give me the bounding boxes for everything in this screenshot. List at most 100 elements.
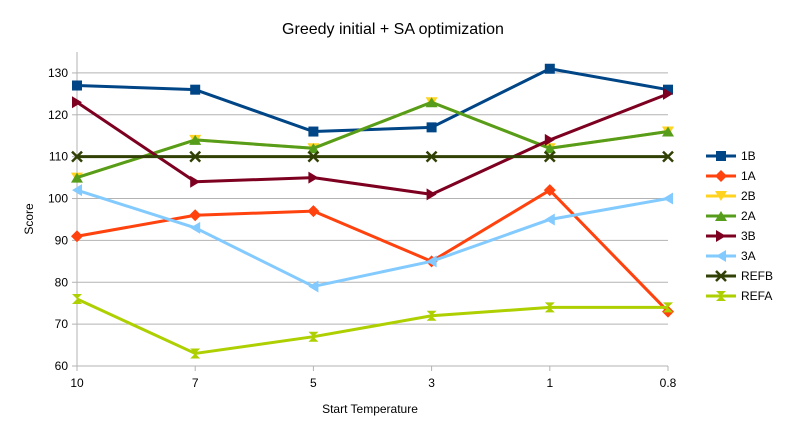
- chart-title: Greedy initial + SA optimization: [282, 21, 504, 38]
- legend-item-3B: 3B: [706, 229, 756, 243]
- legend-item-REFA: REFA: [706, 289, 772, 303]
- legend-item-2B: 2B: [706, 189, 756, 203]
- data-point-REFB-0: [71, 150, 83, 163]
- legend-item-1B: 1B: [706, 149, 756, 163]
- data-point-2A-2: [307, 143, 320, 154]
- legend-marker-3B: [716, 230, 726, 242]
- data-point-REFA-4: [544, 302, 555, 313]
- series-1A: [71, 184, 674, 318]
- x-axis-ticks: 10 7 5 3 1 0.8: [70, 366, 677, 390]
- data-point-REFA-1: [190, 348, 201, 359]
- series-REFA: [72, 294, 673, 359]
- y-tick-label-80: 80: [55, 275, 69, 289]
- data-point-1A-2: [307, 205, 320, 218]
- data-point-3B-5: [663, 87, 673, 100]
- y-tick-label-100: 100: [48, 192, 68, 206]
- y-tick-label-70: 70: [55, 317, 69, 331]
- y-tick-label-90: 90: [55, 233, 69, 247]
- data-point-2A-4: [543, 143, 556, 154]
- legend-item-1A: 1A: [706, 169, 756, 183]
- y-axis-ticks: 60 70 80 90 100 110 120 130: [48, 66, 77, 373]
- data-point-3A-1: [190, 221, 201, 234]
- data-point-REFA-3: [426, 310, 437, 321]
- y-axis-label: Score: [22, 203, 36, 235]
- x-tick-label-3: 3: [428, 376, 435, 390]
- legend-marker-1A: [715, 170, 727, 182]
- y-tick-label-60: 60: [55, 359, 69, 373]
- x-tick-label-2: 5: [310, 376, 317, 390]
- x-tick-label-5: 0.8: [660, 376, 677, 390]
- data-point-3A-5: [663, 192, 673, 205]
- legend-item-REFB: REFB: [706, 269, 773, 283]
- data-point-3A-3: [426, 255, 437, 268]
- data-point-REFB-2: [307, 150, 320, 163]
- series-REFB: [71, 150, 674, 163]
- data-point-REFB-1: [189, 150, 202, 163]
- data-point-REFB-3: [425, 150, 438, 163]
- series-2A: [71, 97, 674, 183]
- legend-label-1B: 1B: [741, 149, 756, 163]
- data-point-3B-2: [308, 171, 319, 184]
- data-point-1B-3: [426, 122, 437, 133]
- x-tick-label-1: 7: [192, 376, 199, 390]
- series-line-1B: [76, 67, 669, 134]
- data-point-REFA-5: [663, 302, 673, 313]
- x-tick-label-0: 10: [70, 376, 84, 390]
- y-tick-label-130: 130: [48, 66, 68, 80]
- x-axis-label: Start Temperature: [322, 402, 418, 416]
- data-point-1A-1: [189, 209, 202, 222]
- data-point-3B-3: [426, 188, 437, 201]
- data-point-REFB-4: [543, 150, 556, 163]
- data-point-2A-5: [662, 126, 674, 137]
- y-tick-label-110: 110: [49, 150, 68, 164]
- data-point-1B-0: [72, 80, 82, 91]
- series-3B: [72, 87, 673, 201]
- data-point-3A-0: [72, 184, 82, 197]
- y-tick-label-120: 120: [48, 108, 68, 122]
- legend-label-REFA: REFA: [741, 289, 772, 303]
- series-3A: [72, 184, 673, 293]
- legend-marker-2A: [715, 211, 727, 221]
- data-point-1B-1: [190, 84, 201, 95]
- data-point-2A-3: [425, 97, 438, 108]
- legend-label-2A: 2A: [741, 209, 756, 223]
- legend-label-2B: 2B: [741, 189, 756, 203]
- series-1B: [72, 63, 673, 137]
- legend: 1B 1A 2B 2A 3B 3A REFB REFA: [706, 149, 773, 303]
- legend-item-2A: 2A: [706, 209, 756, 223]
- series-group: [71, 63, 674, 359]
- legend-label-3B: 3B: [741, 229, 756, 243]
- legend-marker-3A: [716, 250, 726, 262]
- data-point-3B-1: [190, 175, 201, 188]
- series-line-1A: [76, 188, 670, 313]
- data-point-REFB-5: [662, 150, 674, 163]
- series-line-3A: [76, 188, 669, 288]
- data-point-3A-4: [544, 213, 555, 226]
- legend-label-3A: 3A: [741, 249, 756, 263]
- data-point-1B-2: [308, 126, 319, 137]
- data-point-2A-0: [71, 172, 83, 183]
- legend-label-REFB: REFB: [741, 269, 773, 283]
- legend-marker-REFA: [716, 291, 726, 301]
- legend-marker-1B: [716, 151, 726, 161]
- data-point-3B-0: [72, 96, 82, 109]
- data-point-2A-1: [189, 134, 202, 145]
- series-line-2A: [76, 100, 669, 180]
- data-point-1B-5: [663, 84, 673, 95]
- data-point-1A-0: [71, 230, 83, 243]
- legend-item-3A: 3A: [706, 249, 756, 263]
- series-line-REFA: [76, 297, 668, 355]
- legend-marker-2B: [715, 191, 727, 201]
- data-point-REFA-2: [308, 331, 319, 342]
- data-point-3B-4: [544, 133, 555, 146]
- data-point-3A-2: [308, 280, 319, 293]
- data-point-1A-4: [543, 184, 556, 197]
- legend-label-1A: 1A: [741, 169, 756, 183]
- series-line-2B: [76, 100, 669, 180]
- legend-marker-REFB: [715, 270, 727, 282]
- data-point-REFA-0: [72, 294, 82, 305]
- data-point-1B-4: [544, 63, 555, 74]
- series-line-3B: [76, 92, 669, 196]
- series-2B: [71, 97, 674, 183]
